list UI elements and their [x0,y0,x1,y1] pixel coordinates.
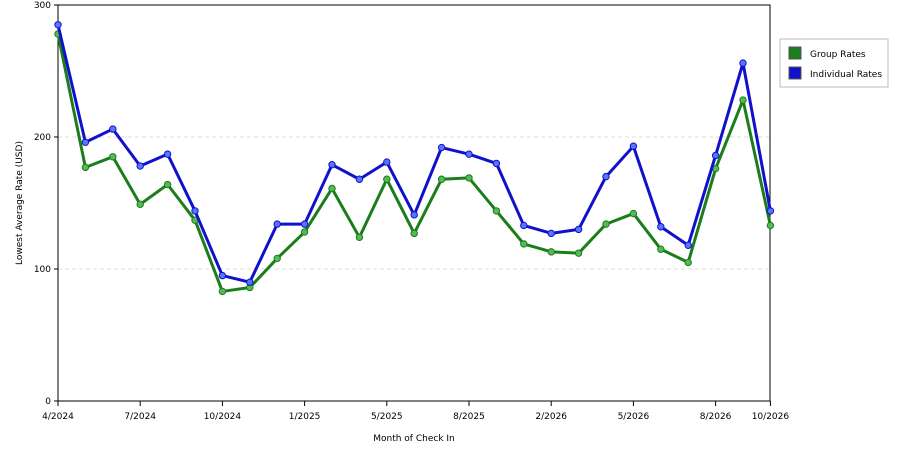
data-point [383,175,391,183]
x-tick-label: 10/2026 [752,412,790,422]
data-point [273,220,281,228]
data-point [684,258,692,267]
data-point [766,207,775,215]
data-point [383,158,391,166]
legend-label-group-rates: Group Rates [810,50,866,60]
data-point [657,223,665,231]
data-point [465,174,473,182]
data-point [629,142,638,150]
data-point [766,221,775,230]
x-tick-label: 4/2024 [42,412,74,422]
x-tick-label: 5/2025 [371,412,403,422]
data-point [629,209,638,218]
data-point [109,125,117,133]
y-tick-label: 200 [34,133,51,143]
data-point [163,180,172,189]
data-point [136,162,144,170]
data-point [109,153,117,161]
series-group-rates [54,30,775,296]
data-point [163,150,172,158]
x-tick-label: 1/2025 [289,412,321,422]
x-tick-label: 2/2026 [535,412,567,422]
x-tick-label: 10/2024 [204,412,242,422]
data-point [437,143,446,152]
data-point [328,161,336,169]
plot-frame [57,4,771,402]
data-point [191,207,199,215]
data-point [492,207,501,215]
data-point [602,172,610,181]
data-point [684,241,692,249]
data-point [54,21,62,29]
data-point [547,229,555,238]
series-line [56,33,772,293]
data-point [218,271,227,280]
series [54,21,775,296]
data-point [410,211,418,219]
tick-labels: 0 100 200 300 4/2024 7/2024 10/2024 1/2025 5/202… [34,1,790,422]
data-point [246,278,254,286]
data-point [218,287,227,296]
y-tick-label: 100 [34,265,51,275]
data-point [136,200,144,209]
data-point [739,96,747,104]
series-individual-rates [54,21,775,286]
axes [54,4,771,406]
data-point [300,228,309,236]
data-point [328,184,336,193]
data-point [355,233,364,242]
x-tick-label: 8/2026 [700,412,732,422]
data-point [300,220,309,228]
x-axis-title: Month of Check In [373,434,455,444]
x-tick-label: 7/2024 [124,412,156,422]
data-point [437,175,446,183]
data-point [355,175,364,183]
data-point [574,225,583,234]
data-point [81,163,90,172]
data-point [574,249,583,257]
legend-swatch-group-rates [788,46,802,60]
legend-swatch-individual-rates [788,66,802,80]
x-tick-label: 5/2026 [618,412,650,422]
data-point [81,138,90,146]
legend: Group Rates Individual Rates [779,38,889,88]
data-point [711,151,720,160]
y-axis-title: Lowest Average Rate (USD) [15,141,25,265]
legend-label-individual-rates: Individual Rates [810,70,882,80]
data-point [657,245,665,253]
data-point [520,221,528,230]
data-point [273,254,281,263]
y-tick-label: 300 [34,1,51,11]
data-point [739,59,747,67]
data-point [520,240,528,248]
data-point [602,220,610,228]
data-point [410,229,418,238]
data-point [465,150,473,158]
x-tick-label: 8/2025 [453,412,485,422]
data-point [547,248,555,256]
y-tick-label: 0 [45,397,51,407]
data-point [492,159,501,168]
